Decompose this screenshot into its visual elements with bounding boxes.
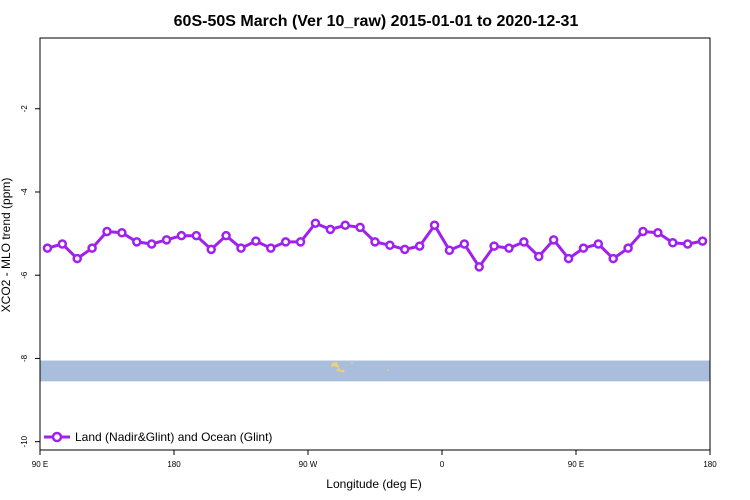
data-point bbox=[638, 226, 648, 237]
land-mass bbox=[351, 362, 353, 364]
x-tick-label: 0 bbox=[440, 460, 445, 469]
data-point bbox=[87, 243, 97, 253]
x-axis-label: Longitude (deg E) bbox=[326, 477, 421, 491]
data-point bbox=[563, 253, 574, 264]
data-point bbox=[325, 224, 336, 235]
land-mass bbox=[341, 369, 345, 373]
data-point bbox=[161, 235, 172, 245]
legend-label: Land (Nadir&Glint) and Ocean (Glint) bbox=[75, 430, 272, 444]
data-point bbox=[280, 237, 291, 247]
data-point bbox=[176, 230, 187, 241]
data-point bbox=[295, 237, 306, 247]
land-mass bbox=[331, 362, 342, 372]
data-point bbox=[548, 235, 559, 245]
data-point bbox=[504, 243, 514, 253]
data-point bbox=[340, 220, 350, 231]
data-point bbox=[444, 245, 455, 255]
data-point bbox=[310, 218, 321, 228]
data-point bbox=[72, 253, 82, 264]
data-point bbox=[206, 244, 216, 255]
data-point bbox=[668, 238, 678, 248]
land-ocean-strip bbox=[40, 360, 710, 382]
data-point bbox=[132, 237, 142, 247]
data-point bbox=[459, 239, 470, 249]
data-point bbox=[117, 228, 127, 238]
ocean-band bbox=[40, 360, 710, 382]
data-point bbox=[42, 243, 53, 253]
x-tick-label: 180 bbox=[167, 460, 181, 469]
data-point bbox=[474, 262, 484, 272]
data-point bbox=[251, 236, 261, 246]
x-tick-label: 90 W bbox=[299, 460, 318, 469]
data-point bbox=[191, 230, 202, 241]
series-layer bbox=[42, 218, 708, 272]
legend: Land (Nadir&Glint) and Ocean (Glint) bbox=[44, 430, 272, 444]
y-tick-label: -6 bbox=[20, 271, 29, 279]
data-point bbox=[653, 228, 663, 238]
data-point bbox=[414, 241, 425, 251]
data-point bbox=[57, 239, 68, 249]
land-mass bbox=[387, 369, 389, 371]
data-point bbox=[355, 222, 365, 233]
x-tick-label: 90 E bbox=[32, 460, 48, 469]
data-point bbox=[236, 243, 246, 253]
data-point bbox=[534, 251, 544, 262]
data-point bbox=[682, 239, 693, 249]
chart-title: 60S-50S March (Ver 10_raw) 2015-01-01 to… bbox=[174, 13, 579, 30]
data-point bbox=[429, 220, 440, 231]
legend-marker bbox=[51, 431, 63, 443]
data-point bbox=[370, 237, 380, 247]
data-point bbox=[102, 226, 112, 237]
y-axis-label: XCO2 - MLO trend (ppm) bbox=[0, 178, 13, 313]
y-tick-label: -2 bbox=[20, 105, 29, 113]
y-tick-label: -10 bbox=[20, 435, 29, 447]
data-point bbox=[593, 239, 604, 249]
data-point bbox=[519, 237, 529, 247]
data-point bbox=[266, 243, 276, 253]
data-point bbox=[221, 230, 231, 241]
data-point bbox=[385, 240, 395, 250]
data-point bbox=[489, 241, 499, 251]
axes: 90 E 180 90 W 0 90 E 180 -2 -4 -6 -8 -10 bbox=[20, 37, 717, 469]
data-point bbox=[400, 244, 410, 255]
data-point bbox=[146, 239, 157, 249]
x-tick-label: 180 bbox=[703, 460, 717, 469]
y-tick-label: -8 bbox=[20, 354, 29, 362]
data-point bbox=[608, 253, 618, 264]
x-tick-label: 90 E bbox=[568, 460, 584, 469]
data-point bbox=[578, 243, 589, 253]
plot-frame bbox=[39, 37, 711, 451]
data-point bbox=[623, 243, 633, 253]
y-tick-label: -4 bbox=[20, 188, 29, 196]
data-point bbox=[697, 236, 708, 246]
